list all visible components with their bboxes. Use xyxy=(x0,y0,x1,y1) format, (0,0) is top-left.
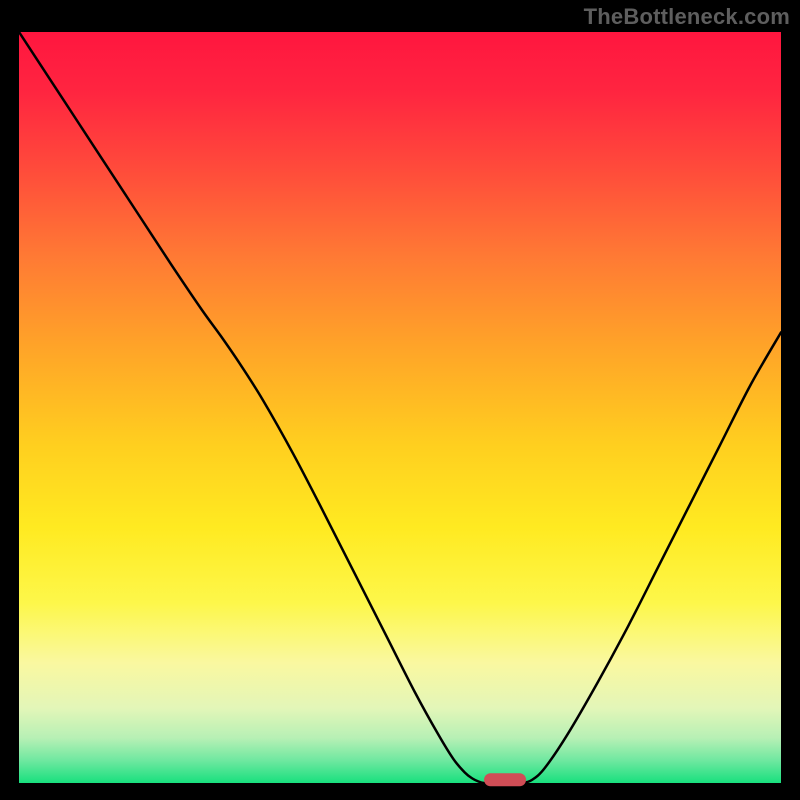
watermark-text: TheBottleneck.com xyxy=(574,0,800,36)
chart-plot-area xyxy=(19,32,781,783)
chart-container: TheBottleneck.com xyxy=(0,0,800,800)
optimal-marker-pill xyxy=(484,773,526,787)
chart-gradient-background xyxy=(19,32,781,783)
